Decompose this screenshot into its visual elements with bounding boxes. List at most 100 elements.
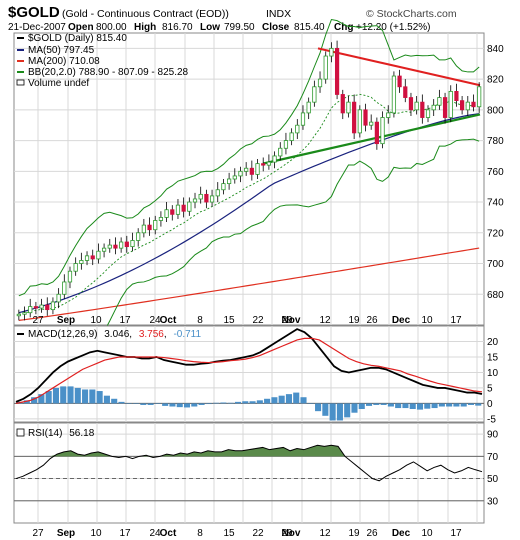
- red-resistance-trendline: [317, 47, 481, 87]
- price-x-tick-label: Sep: [57, 315, 75, 326]
- macd-histogram-bar: [344, 403, 351, 418]
- high-value: 816.70: [162, 22, 193, 33]
- price-x-tick-label: 27: [32, 315, 44, 326]
- legend-bb-swatch: [17, 71, 24, 73]
- price-candles: [16, 40, 482, 321]
- candle-body: [420, 101, 425, 118]
- macd-histogram-bar: [329, 403, 336, 421]
- candle-body: [306, 101, 311, 114]
- candle-body: [471, 101, 476, 108]
- candle-body: [249, 167, 254, 175]
- legend-ma200: MA(200) 710.08: [28, 56, 100, 67]
- candle-body: [209, 195, 215, 203]
- candle-body: [278, 147, 283, 157]
- candle-body: [454, 91, 459, 102]
- candle-body: [408, 97, 414, 111]
- candle-body: [79, 260, 84, 264]
- rsi-y-tick-label: 50: [487, 474, 499, 485]
- candle-body: [386, 112, 391, 118]
- price-x-tick-label: 8: [197, 315, 203, 326]
- macd-histogram-bar: [38, 394, 45, 404]
- macd-histogram-bar: [125, 403, 132, 404]
- macd-histogram-bar: [285, 394, 292, 404]
- chg-value: +12.20 (+1.52%): [356, 22, 431, 33]
- candle-body: [113, 244, 118, 249]
- candle-body: [130, 240, 135, 248]
- candle-body: [403, 86, 408, 98]
- price-x-tick-label: Dec: [392, 315, 411, 326]
- candle-body: [22, 312, 27, 315]
- macd-histogram-bar: [198, 403, 205, 405]
- macd-histogram-bar: [351, 403, 358, 413]
- price-x-tick-label: 22: [252, 315, 264, 326]
- macd-histogram-bar: [336, 403, 343, 421]
- price-legend: $GOLD (Daily) 815.40 MA(50) 797.45 MA(20…: [16, 33, 189, 89]
- candle-body: [107, 244, 112, 249]
- price-y-tick-label: 720: [487, 228, 504, 239]
- bottom-x-tick-label: Nov: [282, 528, 301, 539]
- macd-histogram-bar: [409, 403, 416, 409]
- macd-histogram-bar: [205, 403, 212, 405]
- macd-panel: -5 0 5 10 15 20 MACD(12,26,9) 3.046, 3.756, -…: [13, 325, 499, 425]
- macd-histogram-bar: [52, 387, 59, 404]
- rsi-panel: 30 50 70 90 RSI(14) 56.18: [13, 422, 499, 524]
- rsi-y-tick-label: 90: [487, 430, 499, 441]
- macd-histogram-bar: [446, 403, 453, 407]
- candle-body: [198, 193, 203, 200]
- macd-lines: [15, 328, 483, 405]
- macd-histogram-bar: [402, 403, 409, 409]
- candle-body: [56, 293, 61, 303]
- chg-label: Chg: [334, 22, 353, 33]
- green-support-trendline: [262, 113, 481, 165]
- bollinger-middle-band: [18, 93, 480, 315]
- macd-histogram-bar: [147, 403, 154, 405]
- macd-histogram-bar: [395, 403, 402, 409]
- candle-body: [317, 78, 323, 88]
- bottom-x-tick-label: Sep: [57, 528, 75, 539]
- candle-body: [84, 255, 90, 261]
- macd-histogram-bar: [169, 403, 176, 407]
- macd-histogram-bar: [183, 403, 191, 408]
- macd-histogram-bar: [475, 403, 482, 406]
- open-value: 800.00: [96, 22, 127, 33]
- legend-rsi-swatch: [16, 428, 25, 437]
- macd-histogram-bar: [242, 401, 249, 404]
- candle-body: [67, 270, 73, 283]
- candle-body: [73, 263, 78, 272]
- macd-histogram-bar: [293, 392, 300, 404]
- price-x-tick-label: 24: [149, 315, 161, 326]
- candle-body: [232, 175, 237, 180]
- symbol-title: $GOLD: [8, 4, 60, 21]
- price-x-tick-label: 12: [319, 315, 331, 326]
- price-y-tick-label: 820: [487, 75, 504, 86]
- candle-body: [28, 306, 33, 314]
- macd-histogram-bar: [96, 391, 103, 404]
- candle-body: [425, 109, 431, 118]
- legend-volume: Volume undef: [28, 78, 89, 89]
- candle-body: [181, 204, 186, 212]
- candle-body: [352, 101, 357, 134]
- bottom-x-tick-label: 22: [252, 528, 264, 539]
- open-label: Open: [68, 22, 94, 33]
- macd-histogram-bar: [431, 403, 438, 409]
- price-grid: [14, 33, 484, 325]
- quote-row: 21-Dec-2007 Open 800.00 High 816.70 Low …: [8, 22, 431, 33]
- rsi-y-tick-label: 30: [487, 496, 499, 507]
- candle-body: [414, 101, 419, 111]
- candle-body: [397, 75, 402, 88]
- bottom-x-tick-label: 10: [421, 528, 433, 539]
- candle-body: [346, 101, 351, 114]
- candle-body: [266, 161, 271, 166]
- candle-body: [16, 313, 21, 317]
- macd-histogram-bar: [133, 403, 140, 404]
- candle-body: [215, 189, 220, 197]
- legend-price: $GOLD (Daily) 815.40: [28, 33, 127, 44]
- macd-histogram: [16, 386, 482, 421]
- candle-body: [62, 281, 67, 295]
- bottom-x-tick-label: 27: [32, 528, 44, 539]
- price-x-tick-label: 26: [366, 315, 378, 326]
- candle-body: [221, 183, 226, 191]
- price-y-tick-label: 680: [487, 290, 504, 301]
- candle-body: [124, 241, 129, 248]
- bottom-x-tick-label: 15: [223, 528, 235, 539]
